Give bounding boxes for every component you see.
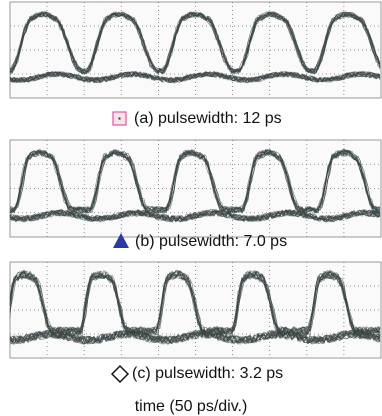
eye-panel xyxy=(10,2,381,98)
caption: (c) pulsewidth: 3.2 ps xyxy=(132,365,283,382)
eye-panel xyxy=(10,262,381,358)
caption: (a) pulsewidth: 12 ps xyxy=(134,110,282,127)
marker-diamond xyxy=(112,366,128,382)
footer: time (50 ps/div.) xyxy=(135,398,248,415)
marker-dot xyxy=(119,118,121,120)
eye-panel xyxy=(10,140,381,237)
figure: (a) pulsewidth: 12 ps (b) pulsewidth: 7.… xyxy=(0,0,382,416)
caption: (b) pulsewidth: 7.0 ps xyxy=(135,233,287,250)
